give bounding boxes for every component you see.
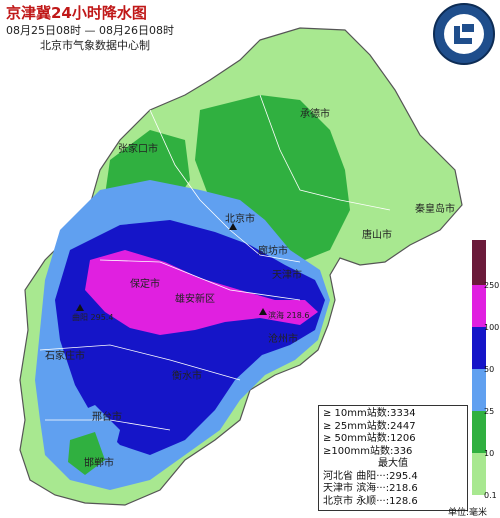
legend-color-bar: [472, 240, 486, 495]
legend-swatch-25: [472, 369, 486, 411]
map-title: 京津冀24小时降水图: [6, 4, 147, 22]
city-marker-beijing: [229, 223, 237, 230]
map-time-range: 08月25日08时 — 08月26日08时: [6, 24, 174, 37]
city-label-xingtai: 邢台市: [92, 412, 122, 423]
legend-tick-0.1: 0.1: [484, 491, 497, 500]
stat-row: ≥ 25mm站数:2447: [323, 420, 416, 432]
city-label-langfang: 廊坊市: [258, 246, 288, 257]
legend-tick-10: 10: [484, 449, 495, 458]
station-stats-box: ≥ 10mm站数:3334 ≥ 25mm站数:2447 ≥ 50mm站数:120…: [318, 405, 468, 511]
legend-tick-250: 250: [484, 281, 500, 290]
stat-row: ≥ 50mm站数:1206: [323, 433, 416, 444]
legend-swatch-0.1: [472, 453, 486, 495]
stat-row: ≥ 10mm站数:3334: [323, 408, 416, 419]
point-label-binhai: 滨海 218.6: [268, 311, 310, 320]
point-label-quyang: 曲阳 295.4: [72, 313, 114, 322]
max-value-row: 北京市 永顺···:128.6: [323, 495, 418, 507]
max-values-header: 最大值: [378, 458, 408, 469]
weather-service-emblem: [433, 3, 495, 65]
city-label-cangzhou: 沧州市: [268, 334, 298, 345]
legend-swatch-100: [472, 285, 486, 327]
rain-zone-green: [68, 432, 105, 475]
legend-tick-25: 25: [484, 407, 495, 416]
city-label-chengde: 承德市: [300, 109, 330, 120]
city-label-xiongan: 雄安新区: [175, 294, 215, 305]
legend-swatch-50: [472, 327, 486, 369]
map-issuer: 北京市气象数据中心制: [40, 39, 150, 52]
max-station-marker-quyang: [76, 304, 84, 311]
legend-swatch-10: [472, 411, 486, 453]
prefecture-boundaries: [39, 94, 391, 431]
city-label-qinhuangdao: 秦皇岛市: [415, 204, 455, 215]
city-label-handan: 邯郸市: [84, 458, 114, 469]
city-label-tianjin: 天津市: [272, 270, 302, 281]
legend-unit: 单位:毫米: [448, 508, 488, 518]
city-label-zhangjiakou: 张家口市: [118, 144, 158, 155]
max-value-row: 天津市 滨海···:218.6: [323, 483, 418, 494]
legend-swatch-250: [472, 240, 486, 285]
stat-row: ≥100mm站数:336: [323, 445, 413, 457]
legend-tick-100: 100: [484, 323, 500, 332]
city-label-baoding: 保定市: [130, 279, 160, 290]
city-label-shijiazhuang: 石家庄市: [45, 351, 85, 362]
city-label-beijing: 北京市: [225, 214, 255, 225]
legend-tick-50: 50: [484, 365, 495, 374]
max-value-row: 河北省 曲阳···:295.4: [323, 470, 418, 482]
city-label-tangshan: 唐山市: [362, 230, 392, 241]
city-label-hengshui: 衡水市: [172, 371, 202, 382]
max-station-marker-binhai: [259, 308, 267, 315]
